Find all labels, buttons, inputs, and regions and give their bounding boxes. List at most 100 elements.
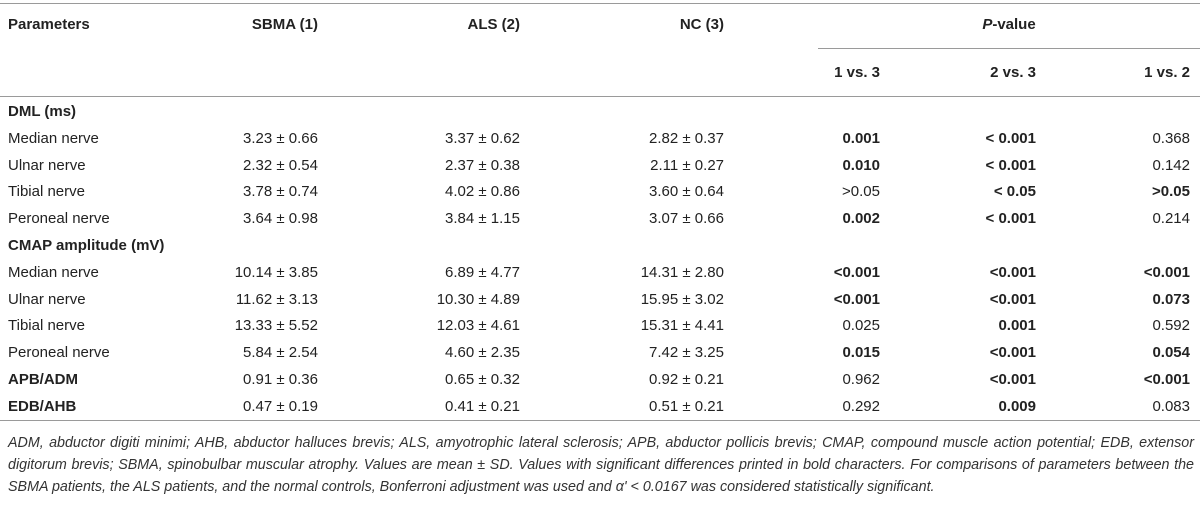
cell-sbma: 3.78 ± 0.74 (243, 183, 318, 201)
table-row: Median nerve 3.23 ± 0.66 3.37 ± 0.62 2.82 ±… (0, 126, 1200, 153)
cell-p-1-vs-2: <0.001 (1143, 263, 1190, 281)
table-row: Tibial nerve 3.78 ± 0.74 4.02 ± 0.86 3.60 ±… (0, 179, 1200, 206)
header-sbma: SBMA (1) (251, 16, 318, 33)
table-row: EDB/AHB 0.47 ± 0.19 0.41 ± 0.21 0.51 ± 0.21… (0, 394, 1200, 421)
header-2-vs-3: 2 vs. 3 (990, 64, 1036, 81)
cell-p-2-vs-3: < 0.001 (985, 210, 1036, 228)
cell-p-1-vs-3: 0.292 (842, 397, 880, 415)
header-pvalue-prefix: P (982, 16, 993, 33)
header-parameters: Parameters (8, 16, 90, 33)
cell-als: 10.30 ± 4.89 (436, 290, 520, 308)
table-footnote: ADM, abductor digiti minimi; AHB, abduct… (8, 435, 1194, 495)
cell-p-1-vs-2: 0.073 (1152, 290, 1190, 308)
cell-p-2-vs-3: 0.001 (998, 317, 1036, 335)
table-row: Tibial nerve 13.33 ± 5.52 12.03 ± 4.61 15.3… (0, 313, 1200, 340)
header-bottom-rule (0, 96, 1200, 97)
cell-p-2-vs-3: <0.001 (989, 263, 1036, 281)
cell-p-1-vs-2: 0.054 (1152, 344, 1190, 362)
cell-p-1-vs-2: <0.001 (1143, 370, 1190, 388)
header-pvalue-suffix: -value (992, 16, 1036, 33)
cell-nc: 15.31 ± 4.41 (640, 317, 724, 335)
pvalue-header-rule (818, 48, 1200, 49)
row-label: Peroneal nerve (8, 210, 110, 228)
row-label: Ulnar nerve (8, 156, 86, 174)
cell-p-1-vs-2: 0.214 (1152, 210, 1190, 228)
cell-p-2-vs-3: < 0.001 (985, 156, 1036, 174)
cell-sbma: 5.84 ± 2.54 (243, 344, 318, 362)
cell-p-1-vs-2: 0.083 (1152, 397, 1190, 415)
header-nc: NC (3) (679, 16, 724, 33)
cell-nc: 15.95 ± 3.02 (640, 290, 724, 308)
cell-sbma: 3.23 ± 0.66 (243, 129, 318, 147)
row-label: CMAP amplitude (mV) (8, 236, 165, 254)
cell-p-1-vs-2: >0.05 (1152, 183, 1190, 201)
cell-p-2-vs-3: < 0.001 (985, 129, 1036, 147)
cell-p-2-vs-3: <0.001 (989, 290, 1036, 308)
table-bottom-rule (0, 420, 1200, 421)
table-body: DML (ms) Median nerve 3.23 ± 0.66 3.37 ± 0.… (0, 99, 1200, 421)
cell-als: 0.41 ± 0.21 (445, 397, 520, 415)
cell-p-1-vs-3: 0.025 (842, 317, 880, 335)
cell-p-1-vs-2: 0.142 (1152, 156, 1190, 174)
row-label: EDB/AHB (8, 397, 77, 415)
cell-p-2-vs-3: <0.001 (989, 344, 1036, 362)
header-pvalue: P-value (818, 16, 1200, 34)
cell-sbma: 0.47 ± 0.19 (243, 397, 318, 415)
cell-sbma: 10.14 ± 3.85 (234, 263, 318, 281)
cell-als: 4.02 ± 0.86 (445, 183, 520, 201)
cell-p-2-vs-3: < 0.05 (993, 183, 1036, 201)
table-row: Ulnar nerve 2.32 ± 0.54 2.37 ± 0.38 2.11 ± … (0, 153, 1200, 180)
cell-als: 12.03 ± 4.61 (436, 317, 520, 335)
cell-p-2-vs-3: <0.001 (989, 370, 1036, 388)
table-top-rule (0, 3, 1200, 4)
row-label: Tibial nerve (8, 183, 85, 201)
cell-als: 4.60 ± 2.35 (445, 344, 520, 362)
cell-p-1-vs-3: 0.015 (842, 344, 880, 362)
cell-als: 2.37 ± 0.38 (445, 156, 520, 174)
cell-nc: 0.92 ± 0.21 (649, 370, 724, 388)
row-label: Tibial nerve (8, 317, 85, 335)
cell-p-1-vs-3: 0.002 (842, 210, 880, 228)
section-header-row: DML (ms) (0, 99, 1200, 126)
table-row: Ulnar nerve 11.62 ± 3.13 10.30 ± 4.89 15.95… (0, 287, 1200, 314)
cell-sbma: 3.64 ± 0.98 (243, 210, 318, 228)
cell-nc: 2.82 ± 0.37 (649, 129, 724, 147)
cell-nc: 3.60 ± 0.64 (649, 183, 724, 201)
cell-nc: 14.31 ± 2.80 (640, 263, 724, 281)
cell-als: 3.84 ± 1.15 (445, 210, 520, 228)
cell-p-1-vs-3: <0.001 (833, 290, 880, 308)
header-1-vs-3: 1 vs. 3 (834, 64, 880, 81)
cell-nc: 7.42 ± 3.25 (649, 344, 724, 362)
header-als: ALS (2) (467, 16, 521, 33)
cell-p-1-vs-3: >0.05 (842, 183, 880, 201)
row-label: Peroneal nerve (8, 344, 110, 362)
cell-sbma: 2.32 ± 0.54 (243, 156, 318, 174)
cell-p-1-vs-2: 0.592 (1152, 317, 1190, 335)
row-label: APB/ADM (8, 370, 78, 388)
cell-nc: 0.51 ± 0.21 (649, 397, 724, 415)
row-label: Median nerve (8, 263, 99, 281)
cell-sbma: 0.91 ± 0.36 (243, 370, 318, 388)
table-row: Median nerve 10.14 ± 3.85 6.89 ± 4.77 14.31… (0, 260, 1200, 287)
cell-nc: 3.07 ± 0.66 (649, 210, 724, 228)
section-header-row: CMAP amplitude (mV) (0, 233, 1200, 260)
cell-nc: 2.11 ± 0.27 (650, 156, 724, 174)
row-label: Ulnar nerve (8, 290, 86, 308)
row-label: DML (ms) (8, 103, 77, 120)
cell-p-1-vs-3: <0.001 (833, 263, 880, 281)
table-row: Peroneal nerve 3.64 ± 0.98 3.84 ± 1.15 3.07… (0, 206, 1200, 233)
table-row: Peroneal nerve 5.84 ± 2.54 4.60 ± 2.35 7.42… (0, 340, 1200, 367)
cell-als: 0.65 ± 0.32 (445, 370, 520, 388)
cell-p-1-vs-3: 0.962 (842, 370, 880, 388)
cell-p-1-vs-3: 0.010 (842, 156, 880, 174)
cell-als: 3.37 ± 0.62 (445, 129, 520, 147)
row-label: Median nerve (8, 129, 99, 147)
cell-sbma: 11.62 ± 3.13 (235, 290, 318, 308)
table-row: APB/ADM 0.91 ± 0.36 0.65 ± 0.32 0.92 ± 0.21… (0, 367, 1200, 394)
cell-p-2-vs-3: 0.009 (998, 397, 1036, 415)
cell-p-1-vs-3: 0.001 (842, 129, 880, 147)
cell-p-1-vs-2: 0.368 (1152, 129, 1190, 147)
cell-als: 6.89 ± 4.77 (445, 263, 520, 281)
cell-sbma: 13.33 ± 5.52 (234, 317, 318, 335)
